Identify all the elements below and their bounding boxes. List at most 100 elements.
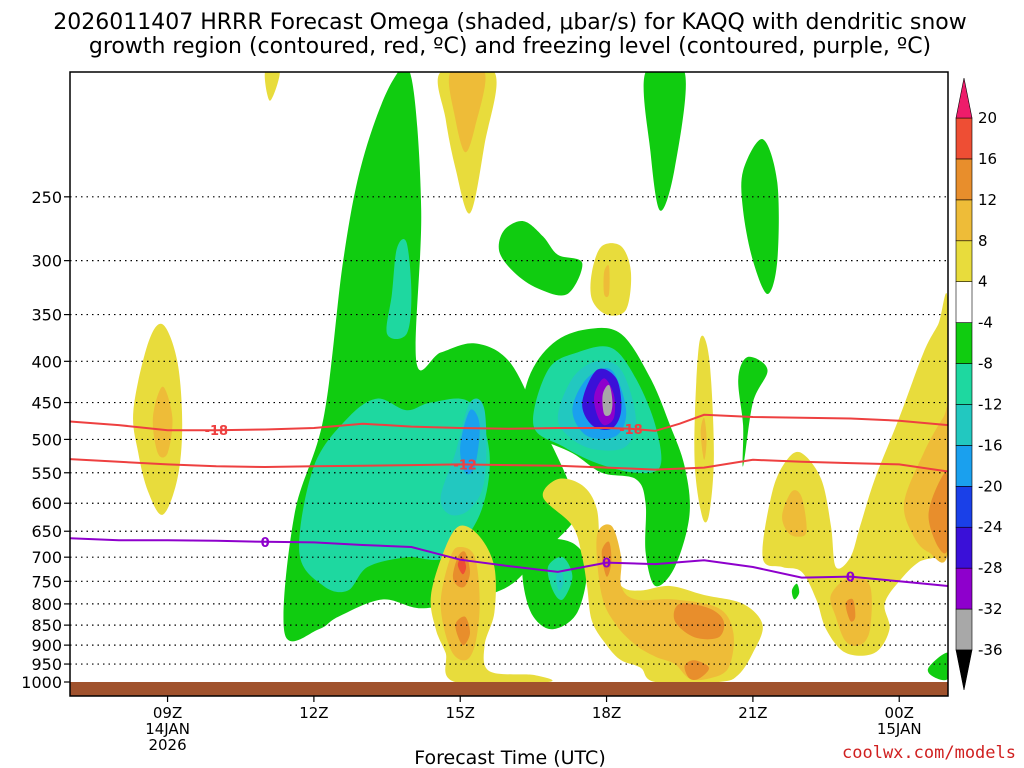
colorbar-tick-label: 4 (978, 273, 988, 291)
contour-label-freezing-level-0: 0 (846, 571, 855, 586)
omega-region-positive-15z-column-orange2 (455, 616, 471, 646)
colorbar-bin (955, 240, 973, 282)
colorbar-bin (955, 117, 973, 160)
omega-region-positive-top-mid-core (448, 72, 486, 153)
omega-region-negative-bottom-right (927, 652, 948, 681)
colorbar-bin (955, 363, 973, 405)
colorbar-tick-label: -20 (978, 477, 1003, 495)
y-tick-label-450: 450 (31, 394, 62, 413)
y-tick-label-350: 350 (31, 306, 62, 325)
contour-label-dgz-minus-18: -18 (205, 424, 229, 439)
omega-region-positive-left-plume-core (152, 386, 173, 458)
x-tick-label: 2026 (148, 736, 186, 754)
y-tick-label-800: 800 (31, 595, 62, 614)
omega-region-negative-center-gray (602, 384, 613, 417)
x-tick-label: 14JAN (145, 720, 190, 738)
chart-title-line-2: growth region (contoured, red, ºC) and f… (89, 34, 931, 59)
omega-region-positive-right-cluster (762, 293, 948, 656)
colorbar-tick-label: -32 (978, 600, 1003, 618)
colorbar-tick-label: -4 (978, 314, 993, 332)
omega-region-positive-lower-big-orange (673, 603, 725, 640)
omega-region-positive-15z-column-red (457, 557, 467, 575)
y-tick-label-900: 900 (31, 636, 62, 655)
contour-label-freezing-level-0: 0 (602, 557, 611, 572)
ground-band (70, 682, 948, 696)
chart-title-line-1: 2026011407 HRRR Forecast Omega (shaded, … (53, 10, 967, 35)
x-tick-label: 15JAN (877, 720, 922, 738)
omega-region-positive-lower-small (601, 541, 612, 577)
colorbar-bin (955, 526, 973, 569)
omega-region-negative-far-right-upper (741, 138, 779, 294)
y-tick-label-850: 850 (31, 616, 62, 635)
omega-region-negative-left-blue (460, 409, 480, 475)
y-tick-label-650: 650 (31, 522, 62, 541)
omega-region-positive-lower-big-core (596, 524, 734, 681)
colorbar-tick-label: -36 (978, 641, 1003, 659)
colorbar-bin (955, 445, 973, 487)
y-tick-label-400: 400 (31, 352, 62, 371)
colorbar-tick-label: -24 (978, 518, 1003, 536)
colorbar-bin (955, 608, 973, 651)
x-tick-label: 12Z (299, 704, 328, 722)
omega-region-positive-upper-18z-core (603, 265, 610, 298)
colorbar-tick-label: 12 (978, 191, 997, 209)
plot-frame (69, 71, 949, 697)
y-tick-label-500: 500 (31, 430, 62, 449)
y-tick-label-750: 750 (31, 572, 62, 591)
contour-layer: -18 -18 -12 0 0 0 (70, 413, 948, 587)
omega-region-negative-thin-right (738, 356, 768, 467)
omega-region-negative-lower-blob-dot (556, 570, 564, 591)
omega-region-negative-top-right (643, 72, 686, 211)
y-tick-label-550: 550 (31, 464, 62, 483)
gridlines (70, 196, 948, 665)
colorbar-bin (955, 158, 973, 201)
chart-title: 2026011407 HRRR Forecast Omega (shaded, … (53, 10, 967, 59)
colorbar-over-triangle (955, 77, 973, 119)
contour-freezing-level-0 (70, 537, 948, 587)
omega-region-negative-upper-core (386, 238, 412, 340)
omega-region-positive-top-left-sliver (264, 72, 280, 101)
colorbar-tick-label: -28 (978, 559, 1003, 577)
colorbar-tick-label: -8 (978, 355, 993, 373)
colorbar-tick-label: 8 (978, 232, 988, 250)
colorbar-bin (955, 322, 973, 364)
ground-layer (70, 682, 948, 696)
plot-area: -18 -18 -12 0 0 0 (70, 72, 948, 696)
colorbar-bin (955, 281, 973, 323)
colorbar-tick-label: 20 (978, 109, 997, 127)
colorbar-bin (955, 486, 973, 528)
y-tick-label-300: 300 (31, 252, 62, 271)
contour-dgz-minus-18 (70, 413, 948, 432)
x-tick-label: 09Z (153, 704, 182, 722)
contour-label-dgz-minus-18: -18 (619, 423, 643, 438)
x-tick-label: 00Z (885, 704, 914, 722)
credit-text: coolwx.com/models (842, 743, 1016, 763)
x-axis-title: Forecast Time (UTC) (414, 747, 605, 768)
colorbar-under-triangle (955, 649, 973, 691)
omega-region-positive-right-cluster-core1 (782, 490, 807, 537)
y-tick-label-250: 250 (31, 188, 62, 207)
y-tick-label-950: 950 (31, 655, 62, 674)
colorbar-bin (955, 567, 973, 610)
omega-region-negative-speck-1 (791, 583, 800, 600)
contour-dgz-minus-12 (70, 458, 948, 473)
omega-region-positive-lower-big-orange2 (684, 660, 710, 680)
omega-region-positive-upper-18z (590, 243, 632, 316)
y-tick-label-600: 600 (31, 494, 62, 513)
x-tick-label: 21Z (738, 704, 767, 722)
omega-region-positive-right-small-orange (845, 598, 856, 622)
y-tick-label-1000: 1000 (21, 673, 62, 692)
contour-label-dgz-minus-12: -12 (453, 458, 477, 473)
colorbar-tick-label: -12 (978, 395, 1003, 413)
y-tick-label-700: 700 (31, 548, 62, 567)
contour-label-freezing-level-0: 0 (261, 536, 270, 551)
colorbar-tick-label: 16 (978, 150, 997, 168)
x-tick-label: 18Z (592, 704, 621, 722)
colorbar-bin (955, 404, 973, 446)
colorbar: -36 -32 -28 -24 -20 -16 -12 -8 -4 4 8 12 16 20 (955, 77, 1003, 691)
omega-region-positive-thin-mid-core (700, 417, 707, 460)
omega-region-negative-upper-mid (498, 221, 583, 296)
